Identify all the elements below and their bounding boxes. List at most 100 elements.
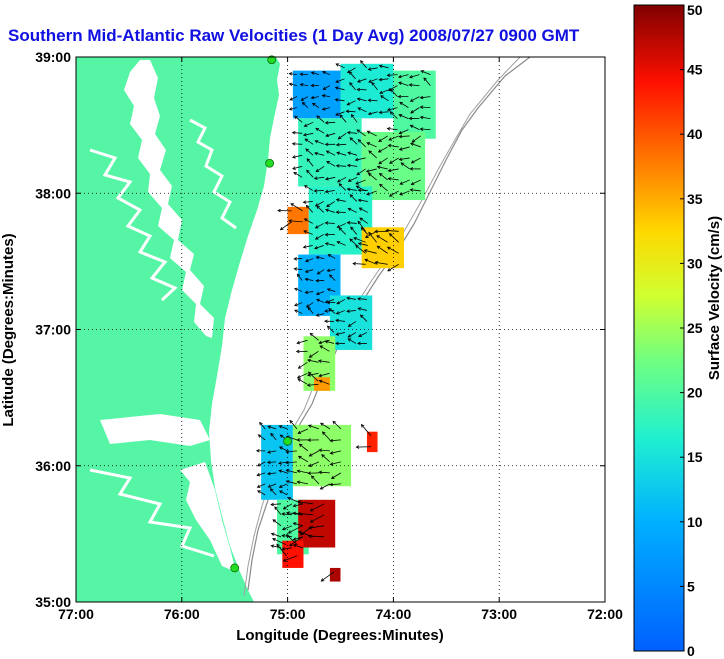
velocity-arrow-head bbox=[358, 333, 362, 337]
velocity-arrow-head bbox=[314, 140, 319, 144]
velocity-arrow bbox=[346, 110, 356, 113]
velocity-arrow bbox=[355, 245, 366, 254]
velocity-arrow-head bbox=[371, 81, 375, 86]
velocity-arrow bbox=[311, 96, 319, 99]
velocity-arrow-head bbox=[297, 511, 301, 516]
velocity-arrow-head bbox=[347, 334, 352, 338]
velocity-arrow-head bbox=[296, 340, 301, 345]
velocity-arrow bbox=[272, 538, 287, 546]
velocity-arrow-head bbox=[307, 358, 311, 363]
velocity-arrow-head bbox=[387, 143, 392, 148]
velocity-arrow bbox=[286, 469, 297, 474]
colorbar-tick-label: 50 bbox=[687, 2, 703, 18]
colorbar-tick-label: 15 bbox=[687, 449, 703, 465]
velocity-arrow bbox=[411, 157, 421, 164]
velocity-arrow bbox=[267, 450, 277, 453]
velocity-arrow-head bbox=[308, 525, 312, 530]
velocity-arrow bbox=[294, 268, 303, 270]
velocity-arrow-head bbox=[397, 94, 402, 99]
velocity-arrow-head bbox=[328, 308, 332, 312]
velocity-arrow bbox=[337, 223, 346, 228]
velocity-arrow bbox=[347, 132, 358, 134]
velocity-arrow-head bbox=[281, 526, 286, 531]
velocity-arrow bbox=[267, 426, 277, 430]
velocity-cell bbox=[298, 499, 336, 548]
velocity-arrow bbox=[399, 135, 410, 138]
velocity-arrow bbox=[289, 420, 298, 430]
velocity-arrow-head bbox=[389, 160, 393, 164]
velocity-arrow bbox=[399, 129, 409, 135]
velocity-arrow-head bbox=[335, 311, 340, 315]
velocity-arrow bbox=[347, 222, 357, 224]
velocity-arrow-head bbox=[324, 232, 329, 237]
velocity-arrow bbox=[349, 194, 358, 202]
velocity-arrow-head bbox=[336, 151, 341, 155]
velocity-arrow bbox=[306, 158, 314, 167]
radar-station-marker bbox=[265, 158, 275, 168]
velocity-arrow bbox=[325, 132, 336, 137]
velocity-arrow-head bbox=[357, 139, 362, 143]
velocity-arrow-head bbox=[409, 124, 414, 129]
velocity-arrow-head bbox=[272, 519, 277, 523]
velocity-arrow bbox=[272, 519, 282, 527]
velocity-arrow bbox=[328, 254, 336, 259]
bay-shore-east bbox=[189, 118, 237, 230]
velocity-arrow bbox=[410, 142, 421, 148]
velocity-arrow-head bbox=[357, 297, 361, 301]
velocity-arrow bbox=[315, 165, 325, 172]
velocity-arrow bbox=[297, 501, 314, 505]
velocity-arrow bbox=[360, 227, 369, 235]
colorbar-tick-label: 45 bbox=[687, 62, 703, 78]
velocity-arrow bbox=[347, 188, 357, 191]
velocity-arrow bbox=[318, 339, 330, 344]
velocity-arrow-head bbox=[345, 109, 350, 114]
velocity-arrow-head bbox=[296, 375, 301, 379]
velocity-arrow-head bbox=[321, 94, 326, 98]
velocity-arrow bbox=[335, 63, 345, 69]
velocity-arrow-head bbox=[330, 475, 335, 479]
velocity-arrow bbox=[399, 190, 410, 196]
velocity-arrow-head bbox=[321, 431, 326, 435]
velocity-arrow-head bbox=[282, 558, 287, 562]
velocity-arrow bbox=[356, 168, 366, 176]
velocity-arrow bbox=[325, 190, 335, 193]
velocity-arrow-head bbox=[257, 434, 262, 438]
velocity-arrow bbox=[389, 157, 399, 164]
velocity-arrow bbox=[410, 96, 420, 102]
chesapeake-bay bbox=[124, 60, 214, 338]
velocity-arrow-head bbox=[326, 325, 331, 330]
velocity-arrow-head bbox=[397, 74, 402, 79]
velocity-arrow bbox=[320, 483, 331, 490]
velocity-arrow bbox=[337, 176, 347, 183]
velocity-arrow bbox=[349, 137, 358, 145]
velocity-arrow-head bbox=[314, 236, 319, 240]
velocity-arrow bbox=[368, 150, 377, 159]
velocity-arrow-head bbox=[366, 130, 371, 134]
velocity-arrow-head bbox=[347, 338, 352, 342]
velocity-arrow-head bbox=[292, 543, 297, 548]
velocity-field bbox=[261, 63, 436, 582]
velocity-arrow bbox=[327, 325, 335, 333]
velocity-arrow-head bbox=[355, 185, 360, 189]
velocity-arrow-head bbox=[292, 503, 297, 508]
velocity-arrow-head bbox=[410, 110, 414, 114]
velocity-arrow bbox=[297, 273, 303, 281]
velocity-arrow bbox=[379, 111, 389, 113]
velocity-arrow-head bbox=[317, 359, 322, 363]
velocity-arrow-head bbox=[294, 309, 298, 313]
velocity-arrow bbox=[399, 179, 410, 185]
velocity-arrow bbox=[379, 183, 388, 192]
velocity-arrow-head bbox=[355, 181, 360, 185]
velocity-arrow bbox=[325, 209, 335, 213]
velocity-arrow-head bbox=[347, 323, 352, 327]
velocity-arrow-head bbox=[304, 269, 309, 273]
velocity-arrow-head bbox=[347, 207, 352, 212]
velocity-arrow-head bbox=[368, 79, 372, 83]
bay-shore-west bbox=[89, 148, 178, 302]
velocity-arrow-head bbox=[388, 193, 393, 197]
velocity-arrow-head bbox=[408, 116, 413, 121]
velocity-arrow-head bbox=[276, 543, 280, 548]
velocity-arrow bbox=[316, 299, 325, 303]
velocity-arrow bbox=[388, 135, 399, 141]
y-tick-label: 35:00 bbox=[35, 594, 71, 610]
